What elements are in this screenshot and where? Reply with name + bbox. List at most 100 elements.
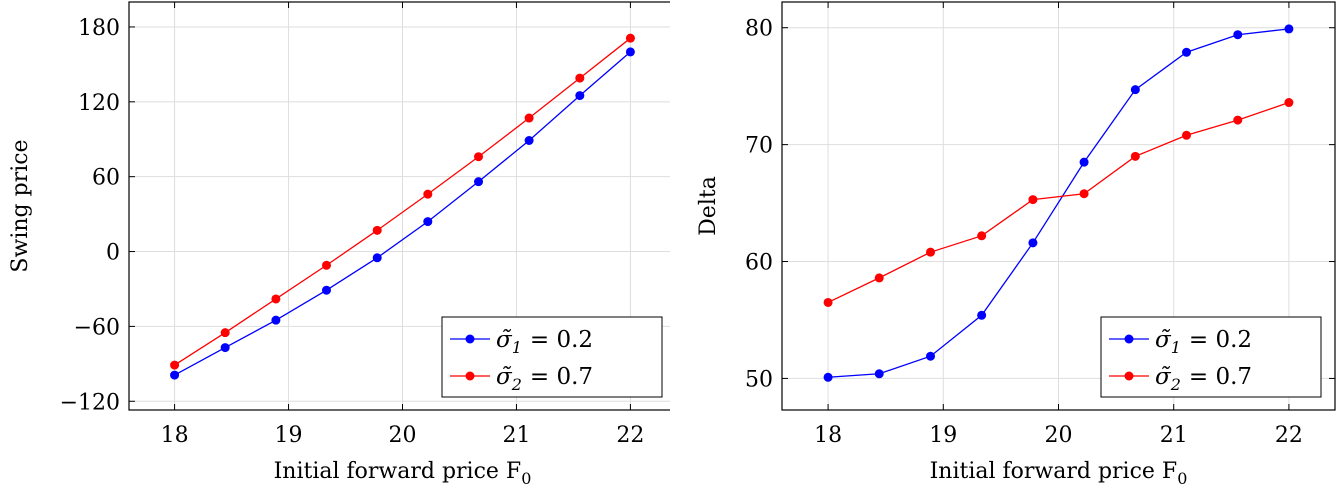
data-point <box>625 47 635 57</box>
y-tick-label: 180 <box>78 16 120 41</box>
data-point <box>220 328 230 338</box>
x-tick-label: 21 <box>502 423 530 448</box>
data-point <box>625 33 635 43</box>
legend-value: = 0.2 <box>530 327 593 353</box>
series-2 <box>170 33 635 370</box>
data-point <box>1181 130 1191 140</box>
legend-subscript: 2 <box>511 375 522 394</box>
data-point <box>524 113 534 123</box>
legend-box <box>1100 316 1322 398</box>
data-point <box>1233 30 1243 40</box>
x-tick-label: 20 <box>1045 423 1073 448</box>
data-point <box>1233 115 1243 125</box>
legend-label: σ̃1 = 0.2 <box>1155 327 1252 357</box>
data-point <box>1284 24 1294 34</box>
data-point <box>1028 195 1038 205</box>
data-point <box>271 294 281 304</box>
data-point <box>823 372 833 382</box>
x-axis-label-subscript: 0 <box>521 469 531 488</box>
legend-subscript: 1 <box>512 338 522 357</box>
y-tick-label: 60 <box>745 251 773 276</box>
legend-symbol: σ̃ <box>1155 364 1172 390</box>
data-point <box>1079 189 1089 199</box>
y-tick-label: 120 <box>78 91 120 116</box>
x-tick-label: 19 <box>929 423 957 448</box>
legend: σ̃1 = 0.2σ̃2 = 0.7 <box>1100 316 1322 398</box>
y-tick-label: −120 <box>60 390 120 415</box>
data-point <box>874 273 884 283</box>
legend-value: = 0.2 <box>1189 327 1252 353</box>
legend-box <box>441 316 663 398</box>
grid <box>129 2 670 410</box>
data-point <box>271 315 281 325</box>
x-axis-label-text: Initial forward price F <box>930 459 1178 484</box>
data-point <box>977 231 987 241</box>
legend-label: σ̃2 = 0.7 <box>496 364 593 394</box>
y-tick-label: 60 <box>92 166 120 191</box>
data-point <box>1284 98 1294 108</box>
legend-swatch-marker <box>1124 334 1134 344</box>
legend-swatch-marker <box>465 371 475 381</box>
legend-subscript: 1 <box>1171 338 1181 357</box>
series-line <box>828 28 1289 378</box>
data-point <box>170 360 180 370</box>
legend: σ̃1 = 0.2σ̃2 = 0.7 <box>441 316 663 398</box>
series-line <box>174 37 631 366</box>
y-tick-label: −60 <box>74 315 120 340</box>
legend-symbol: σ̃ <box>496 364 513 390</box>
data-point <box>926 351 936 361</box>
data-point <box>170 370 180 380</box>
data-point <box>321 260 331 270</box>
data-point <box>1028 238 1038 248</box>
legend-value: = 0.7 <box>1189 364 1252 390</box>
data-point <box>977 310 987 320</box>
x-axis-label: Initial forward price F0 <box>274 459 532 488</box>
y-tick-label: 80 <box>745 17 773 42</box>
legend-swatch-marker <box>465 334 475 344</box>
y-tick-label: 50 <box>745 367 773 392</box>
data-point <box>474 177 484 187</box>
data-point <box>926 247 936 257</box>
legend-item: σ̃1 = 0.2 <box>450 327 593 357</box>
x-axis-label-subscript: 0 <box>1177 469 1187 488</box>
data-point <box>372 253 382 263</box>
data-point <box>874 369 884 379</box>
legend-label: σ̃2 = 0.7 <box>1155 364 1252 394</box>
data-point <box>524 135 534 145</box>
series-2 <box>823 98 1294 307</box>
x-axis-label: Initial forward price F0 <box>930 459 1188 488</box>
legend-item: σ̃2 = 0.7 <box>450 364 593 394</box>
data-point <box>1130 85 1140 95</box>
legend-swatch-marker <box>1124 371 1134 381</box>
data-point <box>823 297 833 307</box>
x-tick-label: 22 <box>616 423 644 448</box>
legend-symbol: σ̃ <box>496 327 513 353</box>
data-point <box>321 285 331 295</box>
data-point <box>474 152 484 162</box>
data-point <box>575 91 585 101</box>
x-tick-label: 22 <box>1275 423 1303 448</box>
x-tick-label: 18 <box>814 423 842 448</box>
y-axis-label: Delta <box>696 176 721 236</box>
series-line <box>827 101 1290 304</box>
series-1 <box>170 47 635 380</box>
data-point <box>423 189 433 199</box>
data-point <box>220 343 230 353</box>
data-point <box>1181 47 1191 57</box>
legend-item: σ̃1 = 0.2 <box>1109 327 1252 357</box>
x-tick-label: 21 <box>1160 423 1188 448</box>
y-tick-label: 0 <box>106 241 120 266</box>
legend-symbol: σ̃ <box>1155 327 1172 353</box>
legend-label: σ̃1 = 0.2 <box>496 327 593 357</box>
x-axis-label-text: Initial forward price F <box>274 459 522 484</box>
data-point <box>423 217 433 227</box>
y-axis-label: Swing price <box>8 139 33 272</box>
data-point <box>1079 157 1089 167</box>
legend-value: = 0.7 <box>530 364 593 390</box>
legend-subscript: 2 <box>1170 375 1181 394</box>
series-1 <box>823 24 1294 382</box>
x-tick-label: 18 <box>161 423 189 448</box>
x-tick-label: 19 <box>275 423 303 448</box>
